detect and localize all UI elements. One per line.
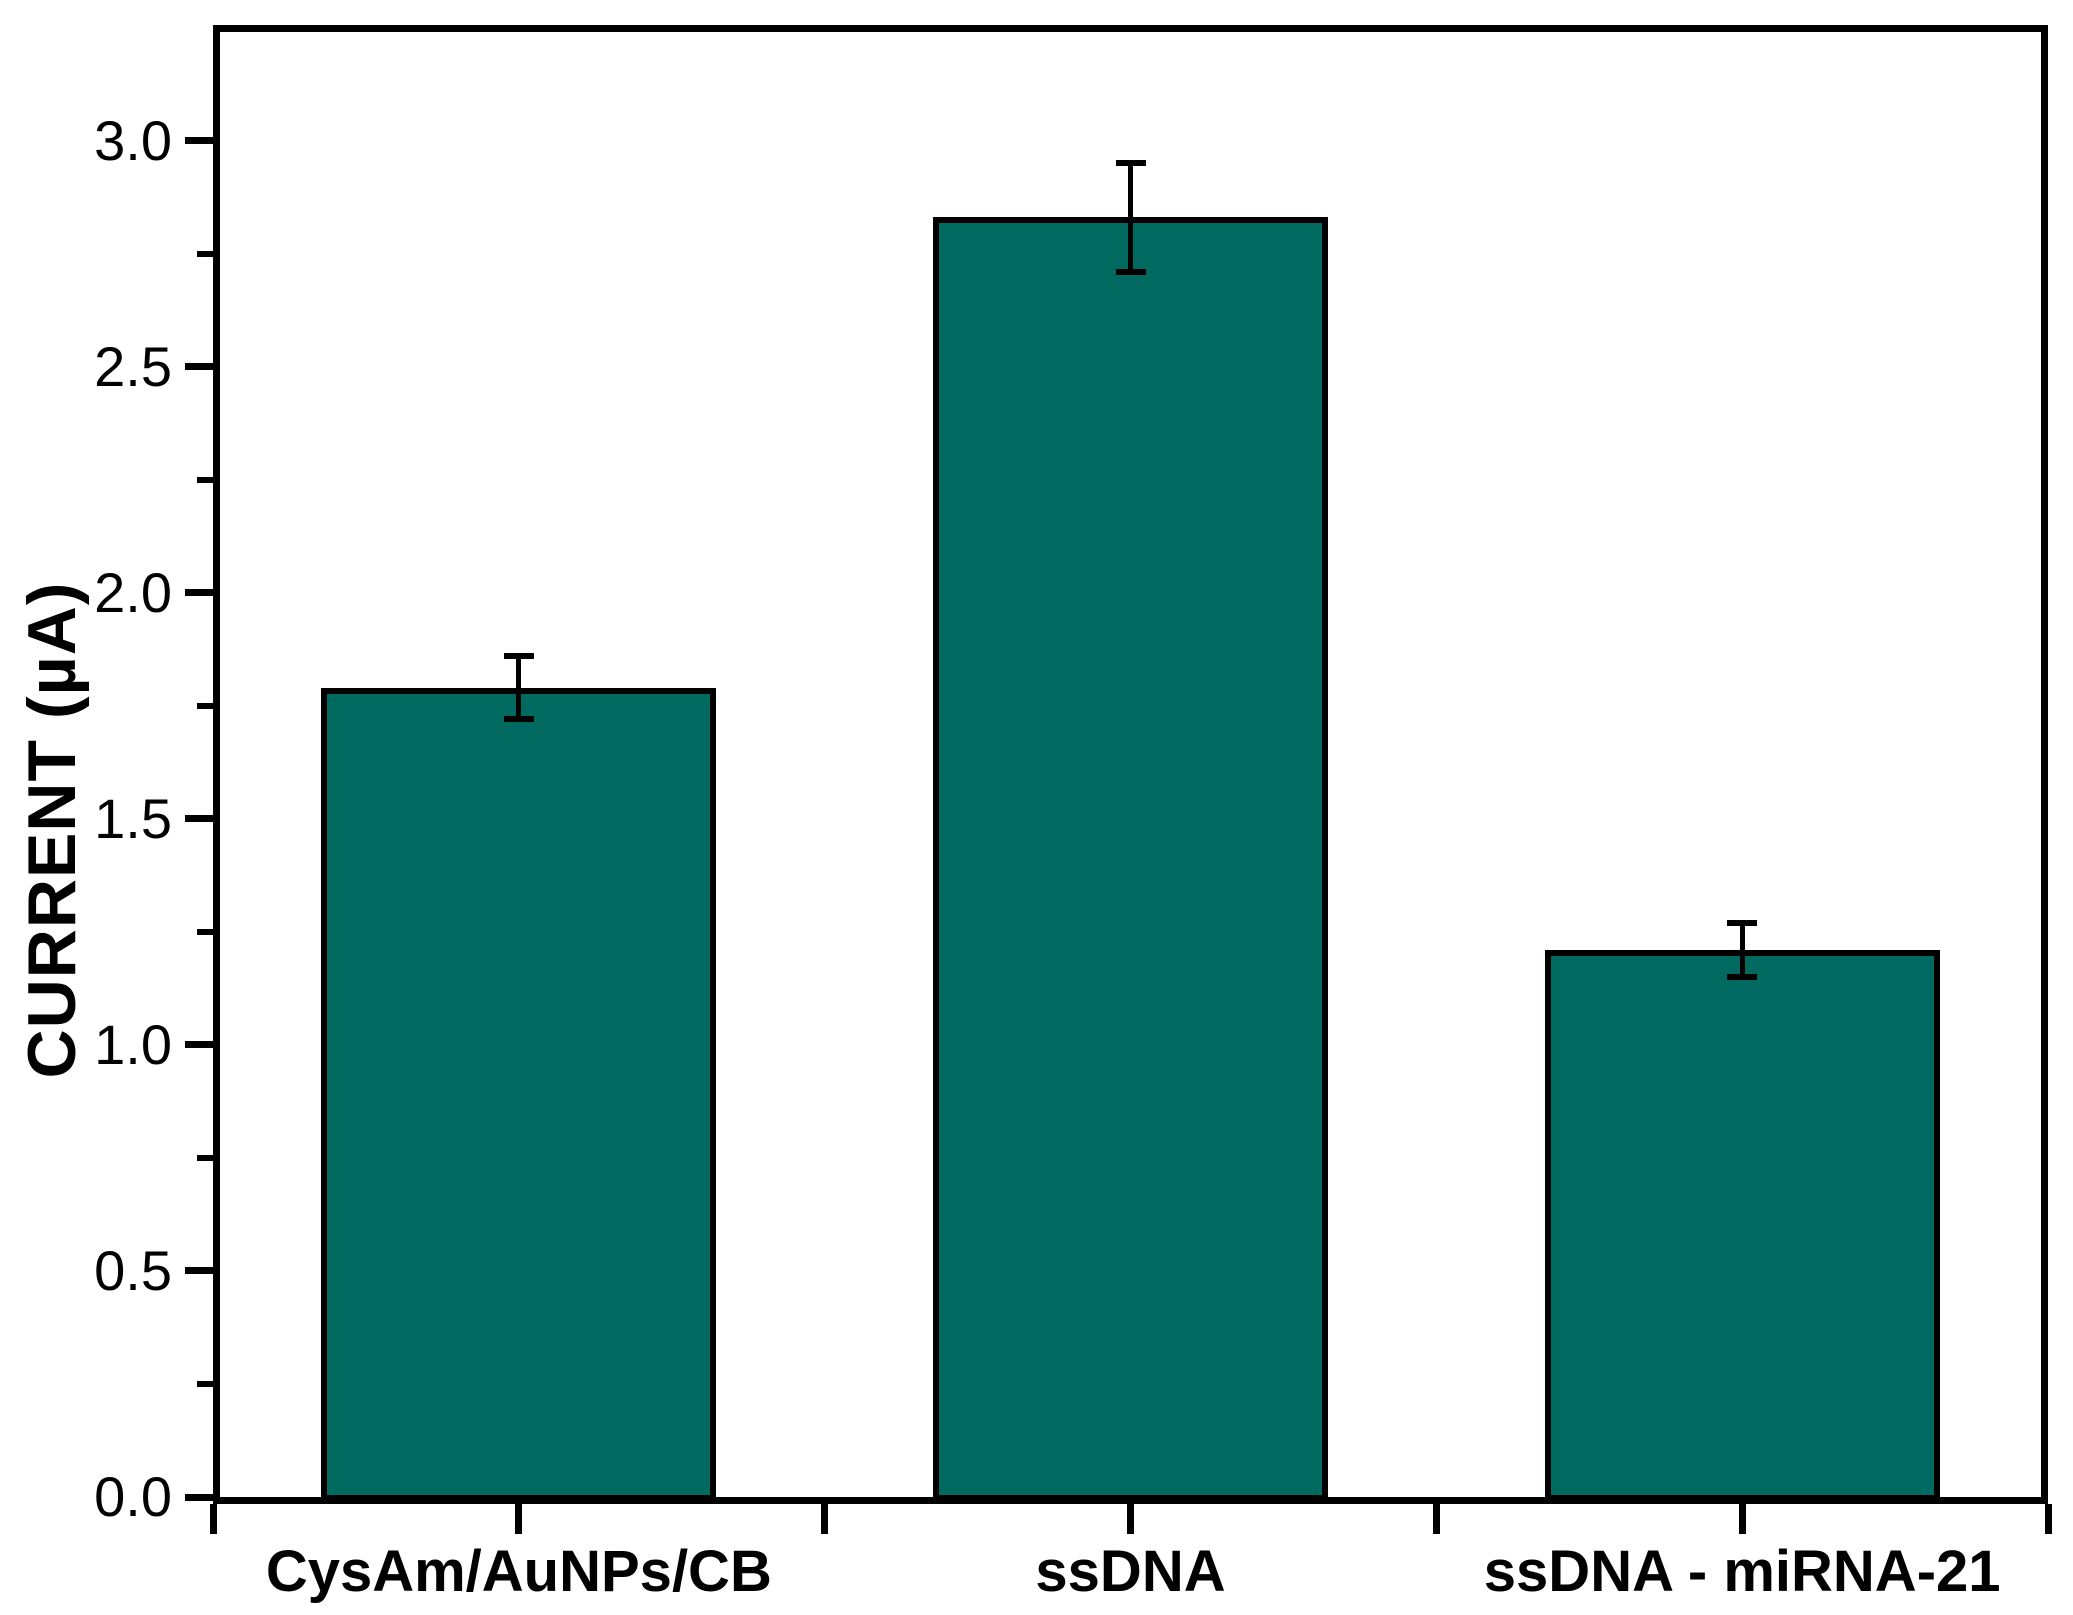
x-tick <box>1738 1504 1746 1534</box>
error-bar-line <box>1128 163 1133 272</box>
y-tick-label: 2.0 <box>94 560 172 624</box>
y-minor-tick <box>197 1380 213 1387</box>
y-major-tick <box>185 137 213 145</box>
error-bar-cap-bottom <box>1115 268 1146 275</box>
y-tick-label: 1.5 <box>94 786 172 850</box>
bar-3 <box>1544 949 1940 1501</box>
y-major-tick <box>185 1041 213 1049</box>
y-minor-tick <box>197 702 213 709</box>
y-major-tick <box>185 589 213 597</box>
x-category-label: CysAm/AuNPs/CB <box>265 1539 772 1604</box>
x-tick <box>2044 1504 2052 1534</box>
y-tick-label: 1.0 <box>94 1012 172 1076</box>
x-tick <box>821 1504 829 1534</box>
x-category-label: ssDNA <box>1035 1539 1226 1604</box>
error-bar-cap-top <box>503 652 534 659</box>
x-category-label: ssDNA - miRNA-21 <box>1483 1539 2001 1604</box>
y-major-tick <box>185 363 213 371</box>
y-tick-label: 0.0 <box>94 1465 172 1528</box>
error-bar-cap-bottom <box>1727 974 1758 980</box>
y-minor-tick <box>197 476 213 483</box>
y-minor-tick <box>197 250 213 257</box>
error-bar-line <box>516 655 522 720</box>
y-minor-tick <box>197 928 213 935</box>
bar-2 <box>933 217 1328 1501</box>
y-major-tick <box>185 1267 213 1275</box>
error-bar-cap-bottom <box>503 716 534 723</box>
y-minor-tick <box>197 1154 213 1161</box>
y-tick-label: 2.5 <box>94 334 172 398</box>
y-major-tick <box>185 1493 213 1501</box>
bar-1 <box>321 687 717 1501</box>
error-bar-cap-top <box>1727 919 1758 926</box>
x-tick <box>1127 1504 1134 1534</box>
error-bar-cap-top <box>1115 160 1146 167</box>
y-major-tick <box>185 815 213 823</box>
y-tick-label: 0.5 <box>94 1238 172 1302</box>
x-tick <box>1432 1504 1440 1534</box>
y-tick-label: 3.0 <box>94 108 172 172</box>
x-tick <box>209 1504 217 1534</box>
x-tick <box>515 1504 523 1534</box>
error-bar-line <box>1739 922 1745 977</box>
